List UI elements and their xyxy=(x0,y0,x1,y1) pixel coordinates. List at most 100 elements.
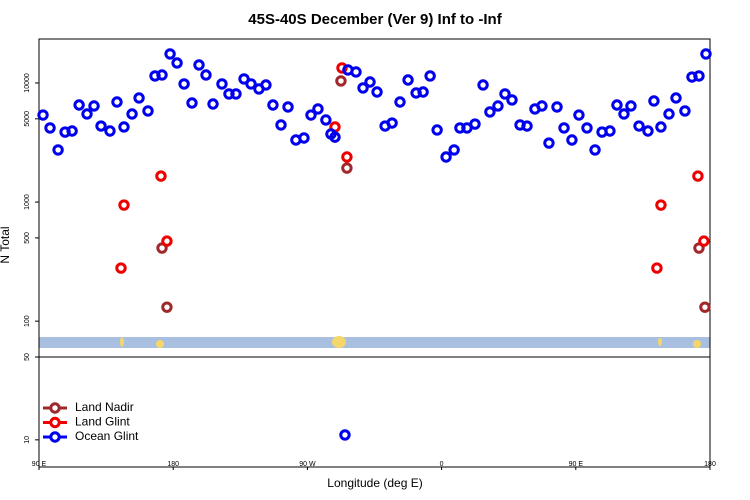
data-point xyxy=(111,96,123,108)
data-point xyxy=(589,144,601,156)
data-point xyxy=(341,151,353,163)
y-tick-label: 1000 xyxy=(24,194,31,210)
data-point xyxy=(357,82,369,94)
legend-marker xyxy=(49,402,61,414)
data-point xyxy=(200,69,212,81)
data-point xyxy=(66,125,78,137)
data-point xyxy=(700,48,712,60)
data-point xyxy=(364,76,376,88)
data-point xyxy=(499,88,511,100)
data-point xyxy=(341,162,353,174)
data-point xyxy=(161,235,173,247)
data-point xyxy=(164,48,176,60)
data-point xyxy=(558,122,570,134)
data-point xyxy=(492,100,504,112)
data-point xyxy=(193,59,205,71)
data-point xyxy=(207,98,219,110)
data-point xyxy=(133,92,145,104)
data-point xyxy=(670,92,682,104)
data-point xyxy=(625,100,637,112)
data-point xyxy=(267,99,279,111)
data-point xyxy=(693,70,705,82)
data-point xyxy=(648,95,660,107)
data-point xyxy=(371,86,383,98)
data-point xyxy=(692,170,704,182)
data-point xyxy=(126,108,138,120)
data-point xyxy=(543,137,555,149)
data-point xyxy=(329,131,341,143)
data-point xyxy=(633,120,645,132)
legend-marker xyxy=(49,416,61,429)
data-point xyxy=(469,118,481,130)
data-point xyxy=(282,101,294,113)
chart-title: 45S-40S December (Ver 9) Inf to -Inf xyxy=(248,11,502,28)
legend-label: Ocean Glint xyxy=(75,429,139,443)
band-spot xyxy=(332,336,346,348)
data-point xyxy=(44,122,56,134)
data-point xyxy=(440,151,452,163)
data-point xyxy=(679,105,691,117)
data-point xyxy=(186,97,198,109)
band-spot xyxy=(693,340,701,348)
x-tick-label: 180 xyxy=(704,461,716,468)
data-point xyxy=(698,235,710,247)
data-point xyxy=(37,109,49,121)
data-point xyxy=(336,62,348,74)
data-point xyxy=(477,79,489,91)
data-point xyxy=(275,119,287,131)
legend-label: Land Nadir xyxy=(75,400,134,414)
data-point xyxy=(156,69,168,81)
data-point xyxy=(312,103,324,115)
data-point xyxy=(655,121,667,133)
y-tick-label: 5000 xyxy=(24,111,31,127)
data-point xyxy=(118,121,130,133)
data-point xyxy=(81,108,93,120)
data-point xyxy=(230,88,242,100)
data-point xyxy=(386,117,398,129)
data-point xyxy=(566,134,578,146)
data-point xyxy=(298,132,310,144)
data-point xyxy=(642,125,654,137)
data-point xyxy=(178,78,190,90)
data-point xyxy=(142,105,154,117)
data-point xyxy=(216,78,228,90)
data-point xyxy=(305,109,317,121)
y-tick-label: 100 xyxy=(24,315,31,327)
x-axis-label: Longitude (deg E) xyxy=(327,476,422,490)
band-spot xyxy=(156,340,164,348)
x-tick-label: 0 xyxy=(440,461,444,468)
data-point xyxy=(655,199,667,211)
data-point xyxy=(521,120,533,132)
legend-label: Land Glint xyxy=(75,415,130,429)
data-point xyxy=(573,109,585,121)
data-point xyxy=(95,120,107,132)
plot-frame xyxy=(38,356,711,468)
data-point xyxy=(350,66,362,78)
data-point xyxy=(104,125,116,137)
data-point xyxy=(604,125,616,137)
data-point xyxy=(52,144,64,156)
data-point xyxy=(161,301,173,313)
data-point xyxy=(448,144,460,156)
data-point xyxy=(88,100,100,112)
surface-band xyxy=(39,336,710,348)
data-point xyxy=(238,73,250,85)
data-point xyxy=(260,79,272,91)
data-point xyxy=(651,262,663,274)
y-tick-label: 10 xyxy=(24,436,31,444)
data-point xyxy=(506,94,518,106)
data-point xyxy=(663,108,675,120)
data-point xyxy=(115,262,127,274)
data-point xyxy=(335,75,347,87)
x-tick-label: 180 xyxy=(167,461,179,468)
data-point xyxy=(394,96,406,108)
band xyxy=(39,337,710,348)
data-point xyxy=(551,101,563,113)
data-point xyxy=(155,170,167,182)
legend-marker xyxy=(49,431,61,443)
data-point xyxy=(320,114,332,126)
data-point xyxy=(581,122,593,134)
data-point xyxy=(118,199,130,211)
data-point xyxy=(245,78,257,90)
